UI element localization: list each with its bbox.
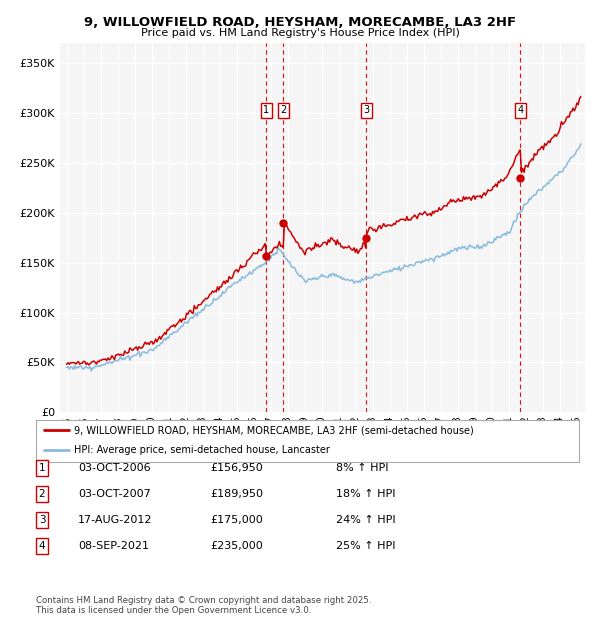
- Text: 4: 4: [517, 105, 523, 115]
- Text: 1: 1: [38, 463, 46, 473]
- Text: 2: 2: [38, 489, 46, 499]
- Text: 3: 3: [363, 105, 369, 115]
- Text: 8% ↑ HPI: 8% ↑ HPI: [336, 463, 389, 473]
- Text: 03-OCT-2006: 03-OCT-2006: [78, 463, 151, 473]
- Text: Contains HM Land Registry data © Crown copyright and database right 2025.
This d: Contains HM Land Registry data © Crown c…: [36, 596, 371, 615]
- Text: £189,950: £189,950: [210, 489, 263, 499]
- Text: 18% ↑ HPI: 18% ↑ HPI: [336, 489, 395, 499]
- Text: 9, WILLOWFIELD ROAD, HEYSHAM, MORECAMBE, LA3 2HF (semi-detached house): 9, WILLOWFIELD ROAD, HEYSHAM, MORECAMBE,…: [74, 425, 474, 435]
- Text: 25% ↑ HPI: 25% ↑ HPI: [336, 541, 395, 551]
- Text: 17-AUG-2012: 17-AUG-2012: [78, 515, 152, 525]
- Text: 24% ↑ HPI: 24% ↑ HPI: [336, 515, 395, 525]
- Text: 08-SEP-2021: 08-SEP-2021: [78, 541, 149, 551]
- Text: HPI: Average price, semi-detached house, Lancaster: HPI: Average price, semi-detached house,…: [74, 445, 330, 455]
- Text: £235,000: £235,000: [210, 541, 263, 551]
- Text: £156,950: £156,950: [210, 463, 263, 473]
- Text: 1: 1: [263, 105, 269, 115]
- Text: Price paid vs. HM Land Registry's House Price Index (HPI): Price paid vs. HM Land Registry's House …: [140, 28, 460, 38]
- Text: 2: 2: [280, 105, 287, 115]
- Text: 4: 4: [38, 541, 46, 551]
- Text: 03-OCT-2007: 03-OCT-2007: [78, 489, 151, 499]
- Text: £175,000: £175,000: [210, 515, 263, 525]
- Text: 3: 3: [38, 515, 46, 525]
- Text: 9, WILLOWFIELD ROAD, HEYSHAM, MORECAMBE, LA3 2HF: 9, WILLOWFIELD ROAD, HEYSHAM, MORECAMBE,…: [84, 16, 516, 29]
